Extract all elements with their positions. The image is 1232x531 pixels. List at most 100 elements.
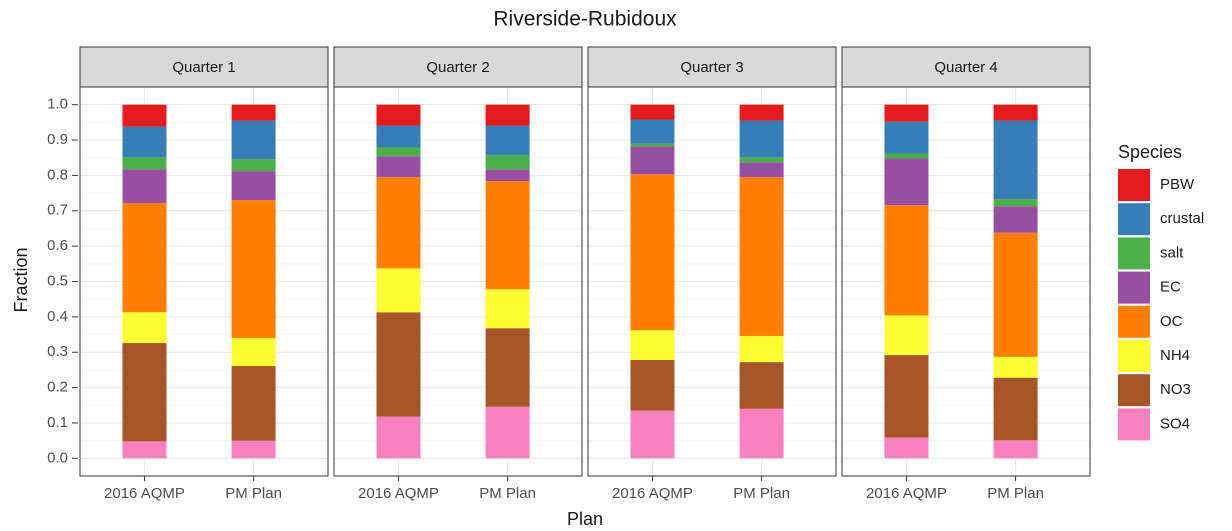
strip bbox=[587, 46, 837, 88]
bar-segment bbox=[376, 125, 421, 148]
y-tick-label: 1.0 bbox=[47, 96, 68, 113]
bar-segment bbox=[993, 206, 1038, 233]
bar-segment bbox=[993, 104, 1038, 121]
bar-segment bbox=[884, 355, 929, 438]
y-tick-label: 0.6 bbox=[47, 237, 68, 254]
bar-segment bbox=[739, 104, 784, 121]
bar-segment bbox=[630, 360, 675, 411]
x-tick-label: 2016 AQMP bbox=[358, 485, 439, 502]
bar-segment bbox=[231, 171, 276, 201]
legend-key bbox=[1118, 203, 1150, 236]
legend-key bbox=[1118, 169, 1150, 201]
strip-label: Quarter 1 bbox=[172, 59, 235, 76]
legend-title: Species bbox=[1118, 142, 1182, 162]
y-tick-label: 0.1 bbox=[47, 414, 68, 431]
bar-segment bbox=[884, 315, 929, 356]
x-tick-label: PM Plan bbox=[733, 485, 790, 502]
bar-segment bbox=[231, 338, 276, 367]
bar-segment bbox=[884, 437, 929, 459]
bar-segment bbox=[993, 377, 1038, 441]
bar-segment bbox=[231, 366, 276, 441]
bar-segment bbox=[485, 328, 530, 407]
panel-border bbox=[841, 86, 1091, 477]
bar-segment bbox=[231, 440, 276, 459]
bar-segment bbox=[376, 104, 421, 126]
panel-border bbox=[587, 86, 837, 477]
bar-segment bbox=[630, 146, 675, 175]
bar-segment bbox=[739, 177, 784, 336]
bar-segment bbox=[485, 155, 530, 170]
bar-segment bbox=[884, 205, 929, 316]
bar-segment bbox=[993, 232, 1038, 357]
bar-segment bbox=[630, 174, 675, 331]
chart-title: Riverside-Rubidoux bbox=[493, 8, 677, 31]
bar-segment bbox=[739, 157, 784, 163]
bar-segment bbox=[630, 410, 675, 459]
legend-label: PBW bbox=[1160, 176, 1195, 193]
x-tick-label: 2016 AQMP bbox=[866, 485, 947, 502]
x-tick-label: PM Plan bbox=[479, 485, 536, 502]
legend-key bbox=[1118, 237, 1150, 270]
bar-segment bbox=[231, 200, 276, 339]
legend-key bbox=[1118, 374, 1150, 407]
y-tick-label: 0.5 bbox=[47, 272, 68, 289]
bar-segment bbox=[231, 159, 276, 172]
y-tick-label: 0.4 bbox=[47, 308, 68, 325]
panel-border bbox=[333, 86, 583, 477]
y-tick-label: 0.0 bbox=[47, 449, 68, 466]
bar-segment bbox=[884, 153, 929, 159]
bar-segment bbox=[485, 125, 530, 156]
x-axis-label: Plan bbox=[567, 509, 603, 529]
bar-segment bbox=[993, 440, 1038, 459]
legend-key bbox=[1118, 340, 1150, 372]
y-axis-label: Fraction bbox=[11, 247, 31, 312]
bar-segment bbox=[739, 408, 784, 459]
x-tick-label: PM Plan bbox=[987, 485, 1044, 502]
bar-segment bbox=[485, 169, 530, 182]
bar-segment bbox=[739, 162, 784, 178]
x-tick-label: PM Plan bbox=[225, 485, 282, 502]
y-tick-label: 0.8 bbox=[47, 166, 68, 183]
bar-segment bbox=[884, 121, 929, 154]
legend-label: EC bbox=[1160, 279, 1181, 296]
bar-segment bbox=[376, 156, 421, 178]
bar-segment bbox=[376, 147, 421, 157]
y-tick-label: 0.9 bbox=[47, 131, 68, 148]
y-tick-label: 0.7 bbox=[47, 202, 68, 219]
bar-segment bbox=[122, 441, 167, 459]
bar-segment bbox=[630, 143, 675, 147]
bar-segment bbox=[485, 406, 530, 459]
y-tick-label: 0.3 bbox=[47, 343, 68, 360]
bar-segment bbox=[122, 202, 167, 313]
legend-label: NH4 bbox=[1160, 347, 1190, 364]
bar-segment bbox=[884, 104, 929, 122]
x-tick-label: 2016 AQMP bbox=[104, 485, 185, 502]
bar-segment bbox=[884, 158, 929, 206]
bar-segment bbox=[376, 416, 421, 459]
bar-segment bbox=[630, 119, 675, 144]
bar-segment bbox=[231, 104, 276, 121]
legend-label: salt bbox=[1160, 244, 1184, 261]
bar-segment bbox=[122, 343, 167, 442]
bar-segment bbox=[993, 120, 1038, 200]
x-tick-label: 2016 AQMP bbox=[612, 485, 693, 502]
legend-label: crustal bbox=[1160, 210, 1204, 227]
bar-segment bbox=[993, 356, 1038, 378]
strip-label: Quarter 4 bbox=[934, 59, 997, 76]
strip bbox=[79, 46, 329, 88]
legend-key bbox=[1118, 408, 1150, 441]
legend-key bbox=[1118, 271, 1150, 304]
y-tick-label: 0.2 bbox=[47, 379, 68, 396]
bar-segment bbox=[122, 312, 167, 344]
bar-segment bbox=[739, 335, 784, 363]
bar-segment bbox=[122, 104, 167, 127]
bar-segment bbox=[630, 330, 675, 361]
bar-segment bbox=[739, 120, 784, 158]
bar-segment bbox=[122, 157, 167, 170]
bar-segment bbox=[485, 181, 530, 290]
bar-segment bbox=[739, 362, 784, 409]
bar-segment bbox=[122, 126, 167, 158]
legend-label: NO3 bbox=[1160, 381, 1191, 398]
strip-label: Quarter 2 bbox=[426, 59, 489, 76]
